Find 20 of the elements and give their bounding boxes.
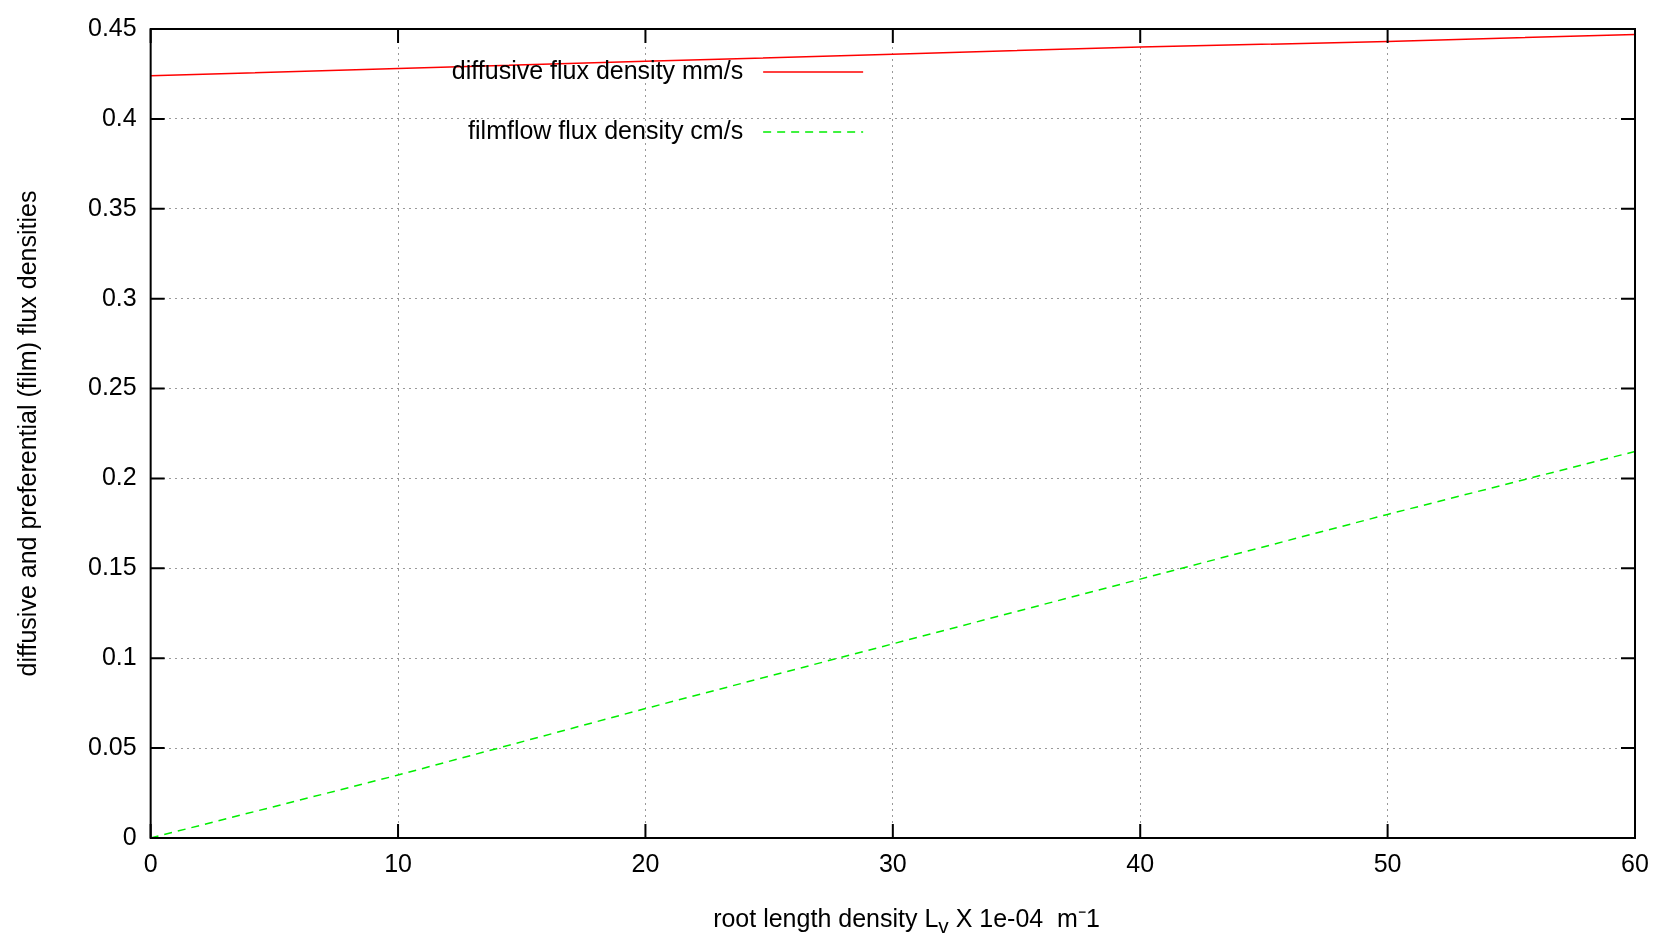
legend-label: filmflow flux density cm/s (468, 115, 744, 144)
y-tick-label: 0.3 (101, 282, 137, 311)
x-tick-label: 20 (631, 848, 660, 877)
x-tick-label: 50 (1373, 848, 1402, 877)
y-tick-label: 0.1 (101, 642, 137, 671)
y-tick-label: 0 (122, 821, 137, 850)
x-tick-label: 30 (878, 848, 907, 877)
y-tick-label: 0.25 (87, 372, 137, 401)
y-tick-label: 0.2 (101, 462, 137, 491)
y-tick-label: 0.35 (87, 192, 137, 221)
x-tick-label: 60 (1621, 848, 1649, 877)
x-tick-label: 40 (1126, 848, 1155, 877)
x-tick-label: 0 (143, 848, 158, 877)
y-tick-label: 0.15 (87, 552, 137, 581)
y-tick-label: 0.45 (87, 12, 137, 41)
x-tick-label: 10 (384, 848, 412, 877)
y-axis-title: diffusive and preferential (film) flux densities (12, 190, 41, 677)
y-tick-label: 0.4 (101, 102, 137, 131)
y-tick-label: 0.05 (87, 732, 137, 760)
x-axis-title: root length density L$_{v}$ X 1e-04 m⁻1 (712, 903, 1101, 938)
